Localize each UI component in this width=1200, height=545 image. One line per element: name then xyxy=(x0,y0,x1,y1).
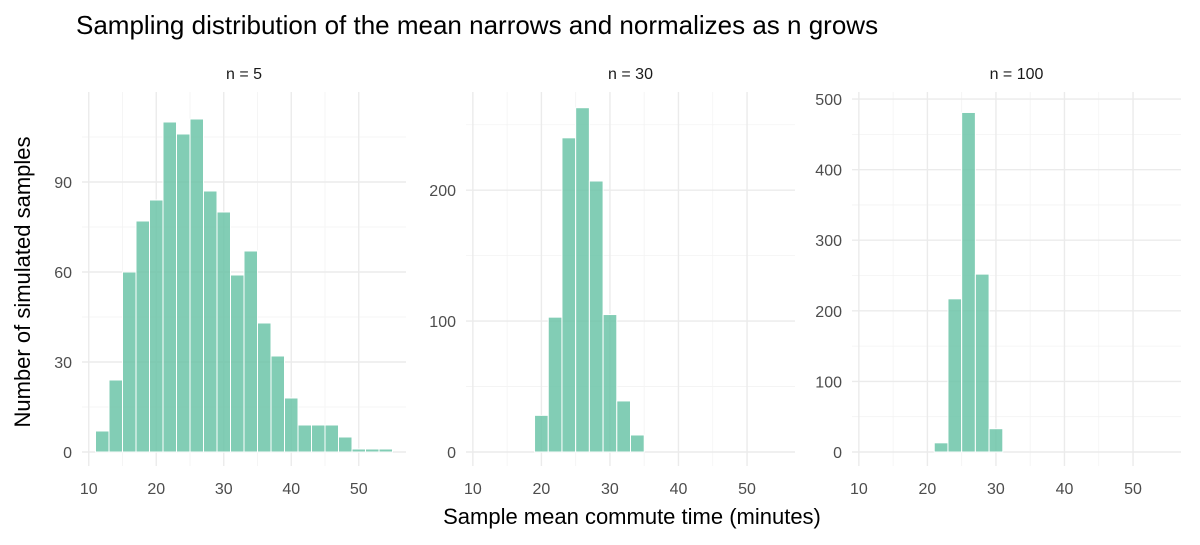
y-tick-label: 100 xyxy=(429,314,456,331)
histogram-bar xyxy=(270,355,285,453)
x-tick-label: 10 xyxy=(464,481,482,498)
histogram-bar xyxy=(547,316,563,453)
histogram-bar xyxy=(149,199,164,453)
x-tick-label: 40 xyxy=(282,481,300,498)
chart-title: Sampling distribution of the mean narrow… xyxy=(76,10,878,40)
y-axis-title: Number of simulated samples xyxy=(10,136,35,427)
facet-label: n = 5 xyxy=(226,66,262,83)
histogram-bar xyxy=(135,220,150,453)
histogram-bar xyxy=(988,428,1004,453)
x-tick-label: 20 xyxy=(532,481,550,498)
y-tick-label: 300 xyxy=(815,233,842,250)
histogram-bar xyxy=(203,190,218,453)
y-tick-label: 200 xyxy=(815,304,842,321)
histogram-bar xyxy=(230,274,245,453)
y-tick-label: 200 xyxy=(429,183,456,200)
x-tick-label: 20 xyxy=(918,481,936,498)
x-tick-label: 50 xyxy=(738,481,756,498)
histogram-bar xyxy=(95,430,110,453)
y-tick-label: 60 xyxy=(54,265,72,282)
histogram-bar xyxy=(243,250,258,453)
histogram-bar xyxy=(338,436,353,453)
facet-label: n = 30 xyxy=(608,66,653,83)
facet-label: n = 100 xyxy=(990,66,1044,83)
histogram-bar xyxy=(974,273,990,453)
histogram-bar xyxy=(108,379,123,453)
histogram-bar xyxy=(575,107,590,453)
y-tick-label: 0 xyxy=(833,445,842,462)
histogram-bar xyxy=(351,448,366,453)
panel-2: 10 20 30 40 50 0 100 200 n = 30 xyxy=(429,66,795,498)
y-tick-label: 0 xyxy=(63,445,72,462)
x-tick-label: 30 xyxy=(601,481,619,498)
histogram-bar xyxy=(630,434,645,453)
histogram-bar xyxy=(162,121,177,453)
x-tick-label: 40 xyxy=(670,481,688,498)
x-tick-label: 40 xyxy=(1056,481,1074,498)
histogram-bar xyxy=(616,400,632,453)
histogram-bar xyxy=(176,133,191,453)
y-tick-label: 30 xyxy=(54,355,72,372)
histogram-bar xyxy=(534,414,549,453)
panel-1: 10 20 30 40 50 0 30 60 90 n = 5 xyxy=(54,66,406,498)
histogram-bar xyxy=(561,137,577,453)
x-tick-label: 30 xyxy=(987,481,1005,498)
histogram-bar xyxy=(378,448,393,453)
y-tick-label: 400 xyxy=(815,163,842,180)
histogram-bar xyxy=(947,298,963,453)
histogram-bar xyxy=(365,448,380,453)
histogram-bar xyxy=(311,424,326,453)
histogram-bar xyxy=(297,424,312,453)
x-tick-label: 20 xyxy=(147,481,165,498)
histogram-bar xyxy=(588,180,604,453)
y-tick-label: 90 xyxy=(54,175,72,192)
histogram-bar xyxy=(216,211,231,453)
y-tick-label: 0 xyxy=(447,445,456,462)
histogram-bar xyxy=(189,118,204,453)
histogram-bar xyxy=(324,424,339,453)
histogram-bar xyxy=(257,322,272,453)
x-tick-label: 10 xyxy=(850,481,868,498)
x-tick-label: 50 xyxy=(1124,481,1142,498)
y-tick-label: 100 xyxy=(815,374,842,391)
y-tick-label: 500 xyxy=(815,92,842,109)
x-axis-title: Sample mean commute time (minutes) xyxy=(443,504,821,529)
x-tick-label: 50 xyxy=(350,481,368,498)
histogram-bar xyxy=(284,397,299,453)
histogram-bar xyxy=(961,111,976,453)
histogram-bar xyxy=(602,314,618,453)
x-tick-label: 30 xyxy=(215,481,233,498)
histogram-bar xyxy=(933,442,949,453)
histogram-bar xyxy=(122,271,137,453)
x-tick-label: 10 xyxy=(80,481,98,498)
